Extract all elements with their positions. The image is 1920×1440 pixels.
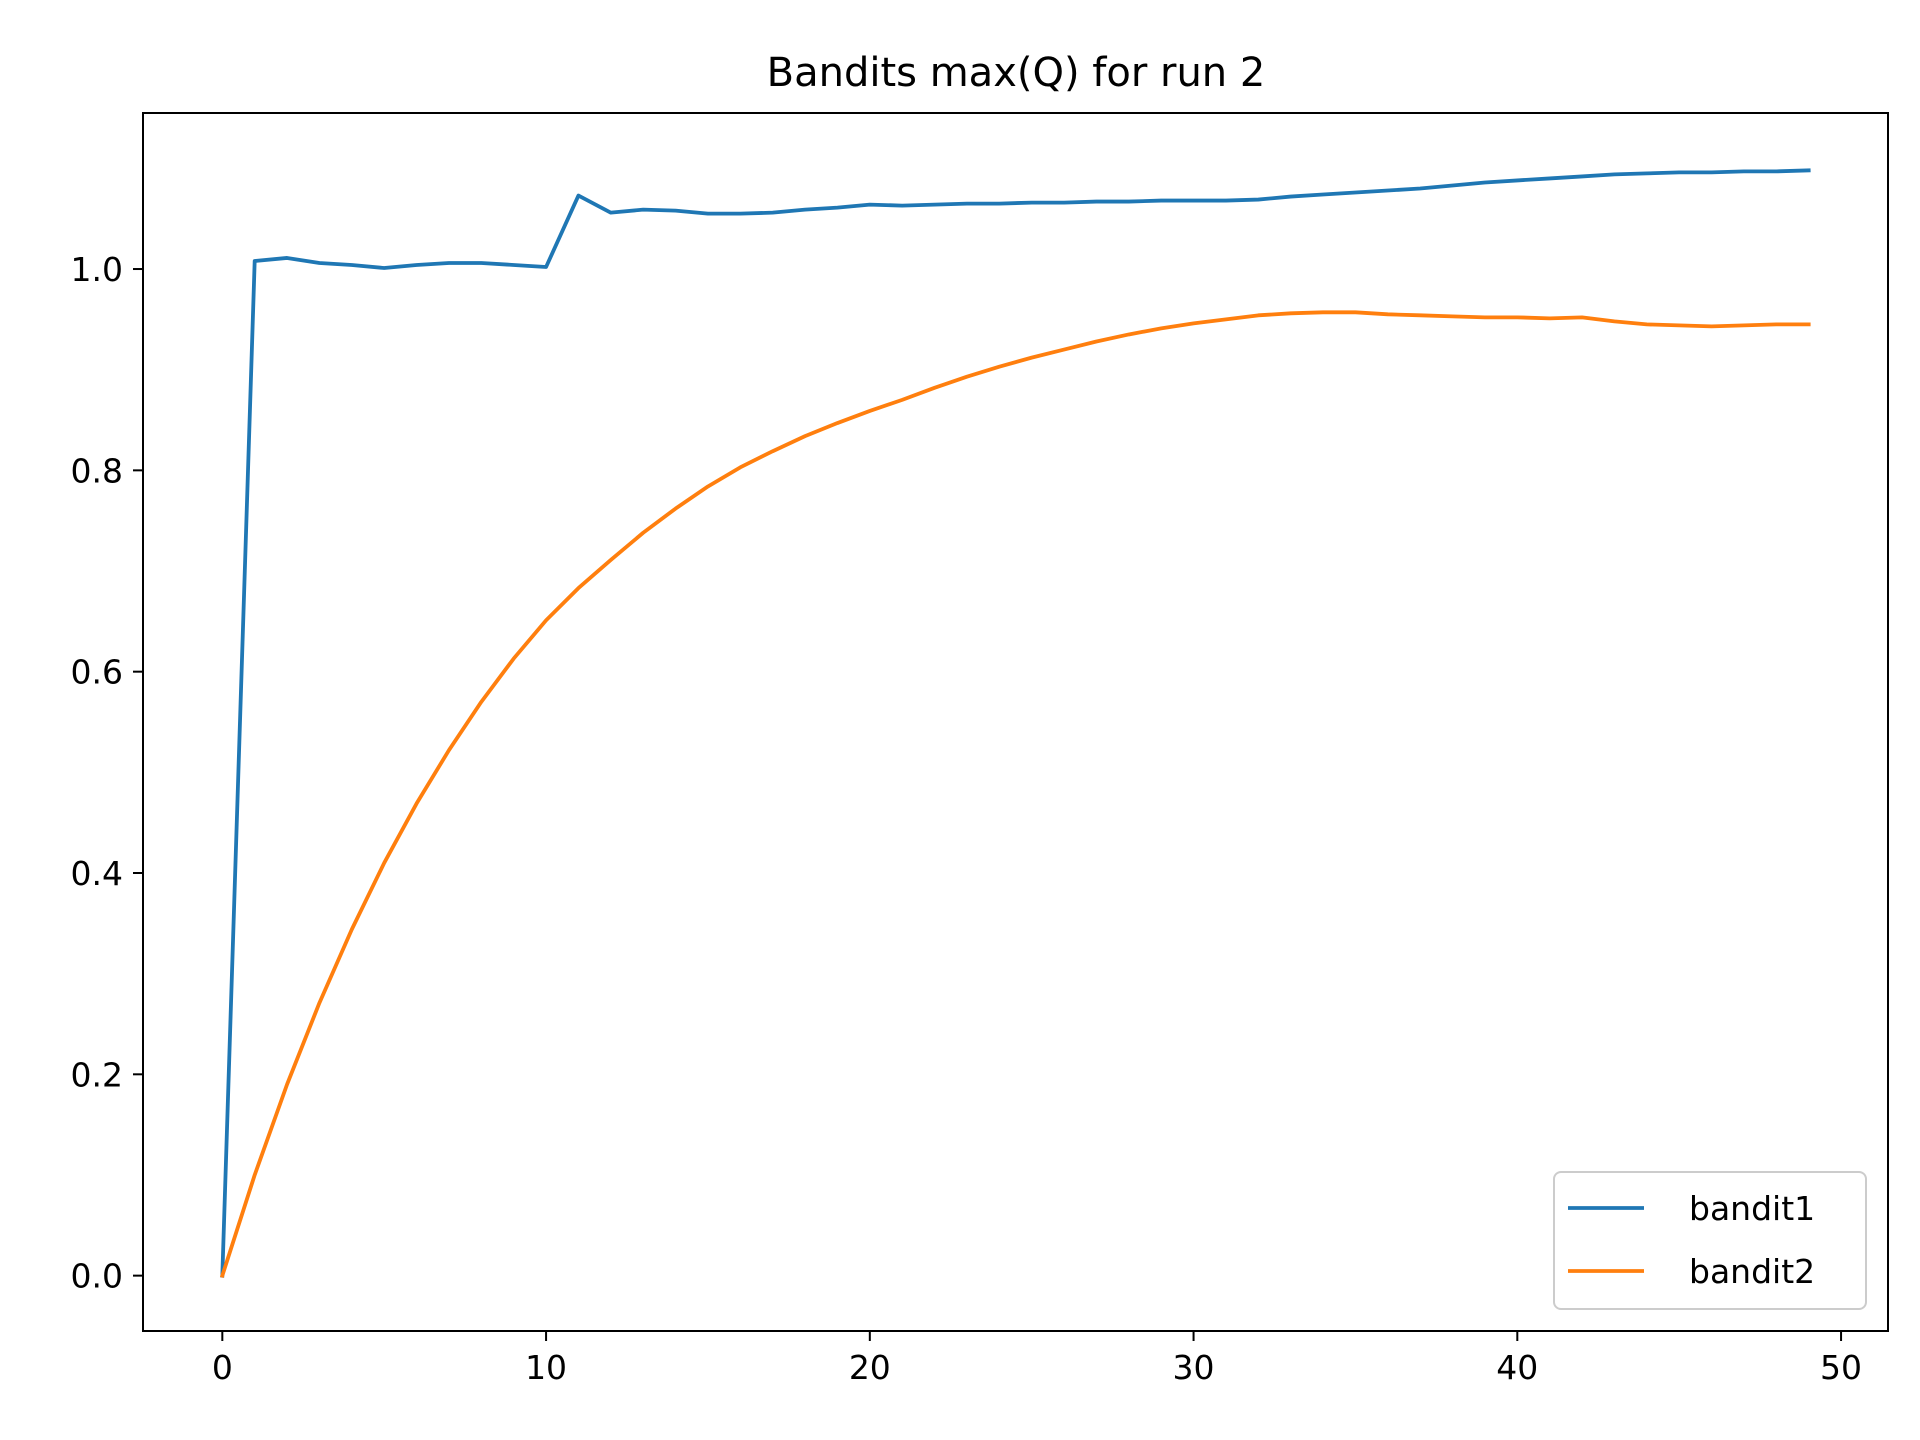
legend-label-bandit1: bandit1 <box>1689 1189 1815 1228</box>
y-tick-label: 0.8 <box>71 451 123 490</box>
series-line-bandit2 <box>219 310 1811 1279</box>
x-tick-label: 20 <box>849 1348 891 1387</box>
y-tick-label: 0.2 <box>71 1055 123 1094</box>
y-tick-label: 0.6 <box>71 653 123 692</box>
legend-label-bandit2: bandit2 <box>1689 1252 1815 1291</box>
x-tick-label: 10 <box>525 1348 567 1387</box>
y-tick-label: 1.0 <box>71 250 123 289</box>
series-layer <box>219 168 1811 1279</box>
x-tick-label: 30 <box>1173 1348 1215 1387</box>
x-tick-label: 50 <box>1820 1348 1862 1387</box>
y-tick-label: 0.0 <box>71 1257 123 1296</box>
plot-frame <box>142 112 1889 1332</box>
y-tick-label: 0.4 <box>71 854 123 893</box>
x-tick-label: 40 <box>1496 1348 1538 1387</box>
x-tick-label: 0 <box>212 1348 233 1387</box>
legend: bandit1 bandit2 <box>1553 1171 1867 1310</box>
chart-title: Bandits max(Q) for run 2 <box>767 50 1266 96</box>
series-line-bandit1 <box>220 168 1811 1278</box>
axes-layer: 0 10 20 30 40 50 0.0 0.2 0.4 0.6 0.8 1.0 <box>71 112 1889 1387</box>
